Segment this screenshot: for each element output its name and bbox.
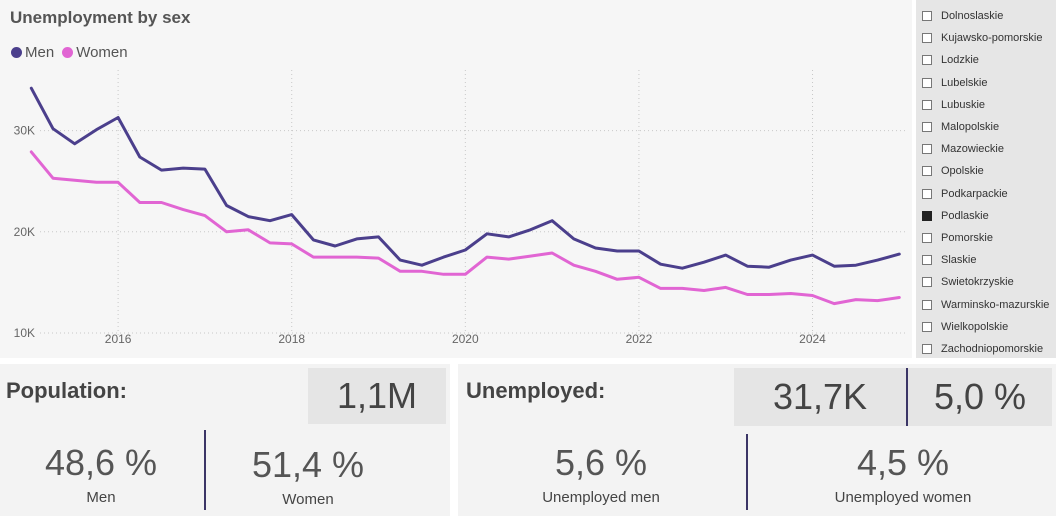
slicer-item[interactable]: Wielkopolskie xyxy=(922,319,1008,335)
slicer-item-label: Opolskie xyxy=(941,165,984,178)
slicer-item[interactable]: Podkarpackie xyxy=(922,186,1008,202)
slicer-item-label: Swietokrzyskie xyxy=(941,276,1014,289)
population-title: Population: xyxy=(6,378,127,403)
slicer-item[interactable]: Kujawsko-pomorskie xyxy=(922,30,1042,46)
checkbox-icon[interactable] xyxy=(922,144,932,155)
checkbox-icon[interactable] xyxy=(922,277,932,288)
slicer-item-label: Podkarpackie xyxy=(941,187,1008,200)
slicer-item[interactable]: Lubuskie xyxy=(922,97,985,113)
slicer-item-label: Podlaskie xyxy=(941,209,989,222)
slicer-item-label: Mazowieckie xyxy=(941,143,1004,156)
checkbox-checked-icon[interactable] xyxy=(922,210,932,221)
checkbox-icon[interactable] xyxy=(922,233,932,243)
series-line-women xyxy=(29,150,901,306)
slicer-item[interactable]: Lodzkie xyxy=(922,52,979,68)
legend-dot-icon xyxy=(62,47,74,58)
chart-title: Unemployment by sex xyxy=(10,8,191,27)
slicer-item[interactable]: Slaskie xyxy=(922,252,976,268)
checkbox-icon[interactable] xyxy=(922,122,932,132)
unemployed-women-label: Unemployed women xyxy=(834,489,972,506)
slicer-item[interactable]: Malopolskie xyxy=(922,119,999,135)
checkbox-icon[interactable] xyxy=(922,344,932,354)
legend-label: Women xyxy=(76,44,128,61)
population-men-pct: 48,6 % xyxy=(44,442,158,483)
population-women-label: Women xyxy=(282,491,334,508)
slicer-item-label: Pomorskie xyxy=(941,232,993,244)
slicer-item-label: Lubuskie xyxy=(941,98,986,111)
y-tick-label: 30K xyxy=(14,124,35,138)
slicer-item[interactable]: Podlaskie xyxy=(922,208,989,224)
divider xyxy=(204,430,206,510)
checkbox-icon[interactable] xyxy=(922,188,932,199)
x-tick-label: 2018 xyxy=(278,332,305,346)
divider xyxy=(746,434,748,510)
divider xyxy=(906,368,908,426)
checkbox-icon[interactable] xyxy=(922,321,932,332)
unemployment-chart[interactable]: 10K 20K 30K 2016 2018 2020 2022 2024 Unemployme… xyxy=(0,0,912,358)
legend-label: Men xyxy=(25,44,55,61)
checkbox-icon[interactable] xyxy=(922,299,932,310)
slicer-item-label: Kujawsko-pomorskie xyxy=(941,32,1043,45)
legend-item-men[interactable]: Men xyxy=(11,44,54,61)
x-tick-label: 2022 xyxy=(626,332,653,346)
voivodeship-slicer: Dolnoslaskie Kujawsko-pomorskie Lodzkie Lub… xyxy=(916,0,1056,358)
checkbox-icon[interactable] xyxy=(922,55,932,66)
slicer-item[interactable]: Warminsko-mazurskie xyxy=(922,297,1049,313)
checkbox-icon[interactable] xyxy=(922,99,932,110)
slicer-item-label: Lubelskie xyxy=(941,76,988,89)
checkbox-icon[interactable] xyxy=(922,11,932,21)
checkbox-icon[interactable] xyxy=(922,166,932,177)
slicer-item-label: Zachodniopomorskie xyxy=(941,343,1044,355)
unemployment-rate: 5,0 % xyxy=(908,368,1052,426)
slicer-item[interactable]: Dolnoslaskie xyxy=(922,8,1003,24)
slicer-item-label: Wielkopolskie xyxy=(941,320,1009,333)
line-chart-canvas: 10K 20K 30K 2016 2018 2020 2022 2024 xyxy=(14,70,908,346)
checkbox-icon[interactable] xyxy=(922,33,932,44)
slicer-item[interactable]: Swietokrzyskie xyxy=(922,274,1014,290)
slicer-item[interactable]: Pomorskie xyxy=(922,230,993,246)
slicer-item-label: Malopolskie xyxy=(941,121,1000,133)
slicer-item[interactable]: Opolskie xyxy=(922,163,984,179)
slicer-item-label: Warminsko-mazurskie xyxy=(941,298,1050,311)
unemployed-title: Unemployed: xyxy=(466,378,606,403)
slicer-item-label: Slaskie xyxy=(941,254,977,267)
unemployed-women-pct: 4,5 % xyxy=(856,442,950,483)
legend-dot-icon xyxy=(11,47,22,58)
unemployed-total: 31,7K xyxy=(734,368,906,426)
population-card: Population: 1,1M 48,6 % Men 51,4 % Women xyxy=(0,364,450,516)
x-tick-label: 2016 xyxy=(105,332,132,346)
population-women-pct: 51,4 % xyxy=(251,444,365,485)
unemployed-men-pct: 5,6 % xyxy=(554,442,648,483)
unemployed-men-label: Unemployed men xyxy=(542,489,660,506)
unemployed-card: Unemployed: 31,7K 5,0 % 5,6 % Unemployed… xyxy=(458,364,1056,516)
slicer-item[interactable]: Mazowieckie xyxy=(922,141,1004,157)
y-tick-label: 10K xyxy=(14,326,35,340)
population-men-label: Men xyxy=(86,489,116,506)
series-line-men xyxy=(29,86,901,270)
slicer-item-label: Lodzkie xyxy=(941,54,979,67)
checkbox-icon[interactable] xyxy=(922,255,932,266)
x-tick-label: 2020 xyxy=(452,332,479,346)
population-total: 1,1M xyxy=(308,368,446,424)
legend-item-women[interactable]: Women xyxy=(62,44,128,61)
slicer-item[interactable]: Lubelskie xyxy=(922,75,987,91)
chart-legend: Men Women xyxy=(11,44,128,61)
slicer-item[interactable]: Zachodniopomorskie xyxy=(922,341,1043,357)
slicer-item-label: Dolnoslaskie xyxy=(941,10,1004,22)
checkbox-icon[interactable] xyxy=(922,77,932,88)
x-tick-label: 2024 xyxy=(799,332,826,346)
y-tick-label: 20K xyxy=(14,225,35,239)
